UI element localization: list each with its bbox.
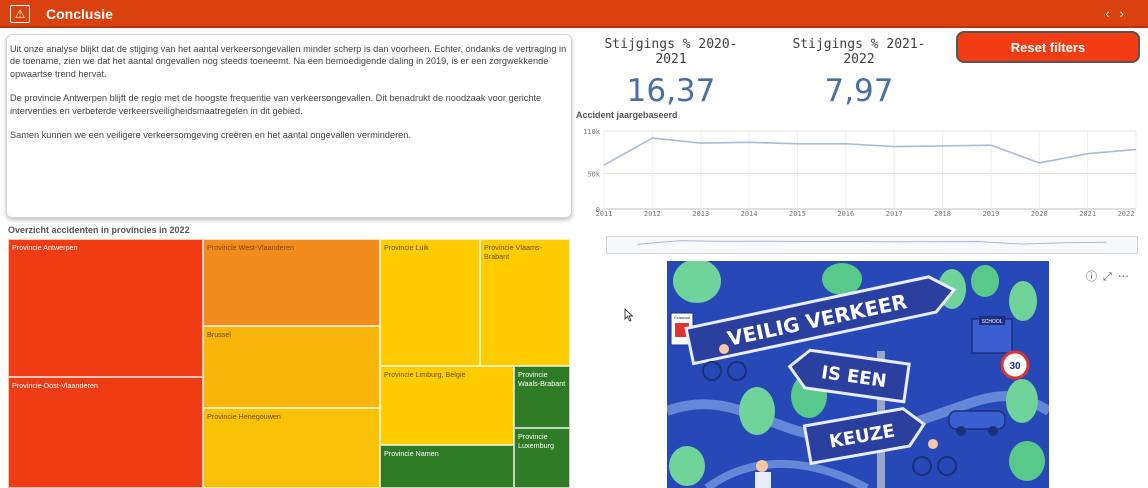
chevron-right-icon[interactable]: › [1119,6,1134,21]
treemap-tile-namen[interactable]: Provincie Namen [380,445,514,488]
x-tick-label: 2019 [982,210,999,218]
tile-label: Provincie Luik [384,243,429,252]
conclusion-text-card: Uit onze analyse blijkt dat de stijging … [6,34,572,218]
road-safety-poster: SCHOOL Fietsstraat 30 VEILIG VERKEER IS … [667,261,1049,488]
small-sign-label: Fietsstraat [674,316,690,320]
x-tick-label: 2012 [644,210,661,218]
province-treemap[interactable]: Provincie Antwerpen Provincie Oost-Vlaan… [8,239,570,488]
kpi-2021-2022: Stijgings % 2021-2022 7,97 [784,37,934,109]
x-tick-label: 2017 [886,210,903,218]
treemap-tile-waals-brabant[interactable]: Provincie Waals-Brabant [514,366,570,428]
sheet-title: Conclusie [46,6,113,22]
tile-label: Provincie Waals-Brabant [518,370,566,388]
series-line[interactable] [603,137,1137,166]
y-tick-label: 110k [583,128,601,136]
poster-illustration: SCHOOL Fietsstraat 30 VEILIG VERKEER IS … [667,261,1049,488]
treemap-tile-luik[interactable]: Provincie Luik [380,239,480,366]
tile-label: Provincie Henegouwen [207,412,281,421]
treemap-tile-vlaams-brabant[interactable]: Provincie Vlaams-Brabant [480,239,570,366]
treemap-tile-limburg[interactable]: Provincie Limburg, België [380,366,514,445]
tile-label: Brussel [207,330,231,339]
tile-label: Provincie Oost-Vlaanderen [12,381,98,390]
treemap-tile-oost-vlaanderen[interactable]: Provincie Oost-Vlaanderen [8,377,203,488]
y-tick-label: 0 [596,206,600,214]
x-tick-label: 2022 [1118,210,1135,218]
kpi-value: 16,37 [626,73,716,109]
kpi-value: 7,97 [824,73,894,109]
x-tick-label: 2020 [1031,210,1048,218]
minimap-series-line [637,240,1107,245]
treemap-tile-luxemburg[interactable]: Provincie Luxemburg [514,428,570,488]
chart-range-minimap[interactable] [606,236,1138,254]
kpi-label: Stijgings % 2021-2022 [792,37,926,67]
more-icon[interactable]: ⋯ [1117,271,1135,283]
x-tick-label: 2011 [596,210,613,218]
sheet-navigation: ‹› [1105,6,1134,21]
treemap-tile-brussel[interactable]: Brussel [203,326,380,408]
chevron-left-icon[interactable]: ‹ [1105,6,1120,21]
reset-filters-button[interactable]: Reset filters [956,31,1140,63]
tile-label: Provincie Antwerpen [12,243,78,252]
treemap-title: Overzicht accidenten in provincies in 20… [8,225,190,235]
school-sign-label: SCHOOL [981,319,1002,325]
warning-triangle-icon: ⚠ [10,5,30,23]
kpi-2020-2021: Stijgings % 2020-2021 16,37 [596,37,746,109]
tile-label: Provincie Namen [384,449,439,458]
mouse-cursor-icon [624,308,634,322]
x-tick-label: 2018 [934,210,951,218]
header-bar: ⚠ Conclusie ‹› [0,0,1148,28]
conclusion-paragraph: Samen kunnen we een veiligere verkeersom… [10,130,411,141]
tile-label: Provincie Luxemburg [518,432,554,450]
info-icon[interactable]: ⓘ [1086,271,1103,283]
tile-label: Provincie Limburg, België [384,370,466,379]
expand-icon[interactable]: ⤢ [1103,271,1118,283]
accident-line-chart[interactable]: 0 50k 110k 2011 2012 2013 2014 2015 2016 2017 2018… [572,120,1140,228]
conclusion-paragraph: Uit onze analyse blijkt dat de stijging … [10,44,567,79]
treemap-tile-west-vlaanderen[interactable]: Provincie West-Vlaanderen [203,239,380,326]
x-tick-label: 2016 [837,210,854,218]
treemap-tile-antwerpen[interactable]: Provincie Antwerpen [8,239,203,377]
image-toolbar: ⓘ⤢⋯ [1086,268,1135,284]
speed-limit-label: 30 [1009,361,1021,372]
x-tick-label: 2021 [1079,210,1096,218]
tile-label: Provincie West-Vlaanderen [207,243,294,252]
x-tick-label: 2013 [692,210,709,218]
x-tick-label: 2014 [741,210,758,218]
y-tick-label: 50k [587,171,600,179]
treemap-tile-henegouwen[interactable]: Provincie Henegouwen [203,408,380,488]
x-tick-label: 2015 [789,210,806,218]
conclusion-paragraph: De provincie Antwerpen blijft de regio m… [10,93,542,116]
line-chart-title: Accident jaargebaseerd [576,110,678,120]
kpi-label: Stijgings % 2020-2021 [604,37,738,67]
tile-label: Provincie Vlaams-Brabant [484,243,542,261]
